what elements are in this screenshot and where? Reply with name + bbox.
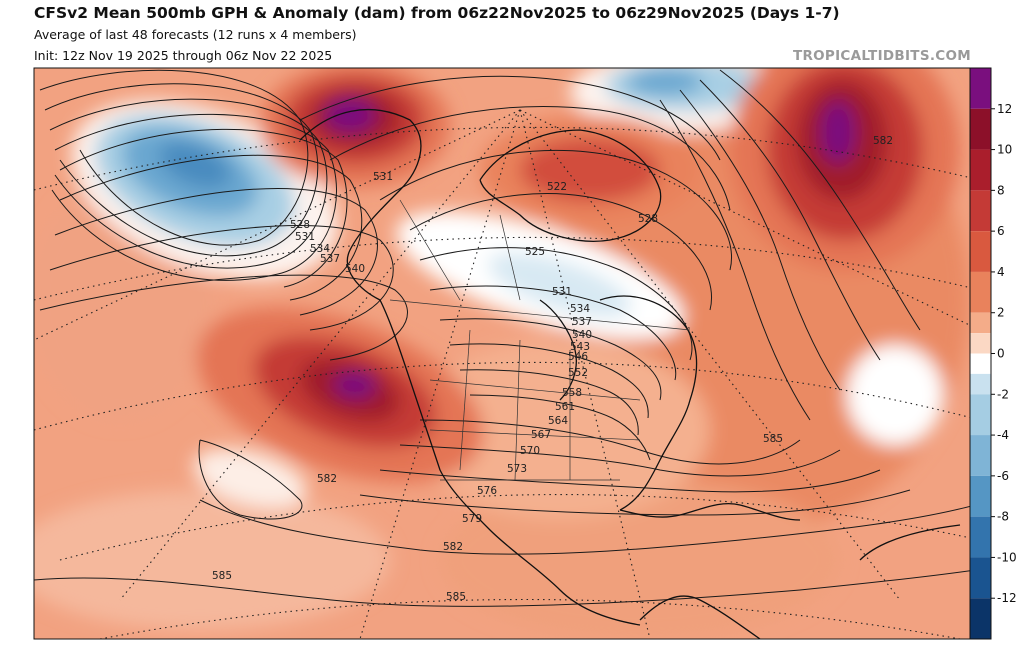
colorbar: 12 10 8 6 4 2 0 -2 -4 -6 -8 -10 -12 [969, 67, 1017, 640]
colorbar-tick-label: -2 [997, 387, 1009, 401]
contour-label: 528 [290, 219, 310, 231]
contour-label: 540 [345, 263, 365, 275]
contour-label: 585 [446, 591, 466, 603]
contour-label: 537 [572, 316, 592, 328]
contour-label: 543 [570, 341, 590, 353]
colorbar-swatch [970, 108, 991, 150]
contour-label: 525 [525, 246, 545, 258]
colorbar-tick-label: -12 [997, 591, 1017, 605]
colorbar-tick-label: 2 [997, 306, 1005, 320]
contour-label: 537 [320, 253, 340, 265]
colorbar-swatch [970, 333, 991, 354]
contour-label: 585 [212, 570, 232, 582]
contour-label: 534 [570, 303, 590, 315]
map-panel [34, 68, 970, 639]
contour-label: 528 [638, 213, 658, 225]
contour-label: 585 [763, 433, 783, 445]
contour-label: 564 [548, 415, 568, 427]
political-borders [389, 199, 691, 481]
colorbar-swatch [970, 516, 991, 558]
contour-label: 561 [555, 401, 575, 413]
contour-label: 531 [552, 286, 572, 298]
colorbar-tick-label: 10 [997, 143, 1012, 157]
colorbar-swatch [970, 149, 991, 191]
colorbar-tick-label: -10 [997, 550, 1017, 564]
colorbar-tick-label: 8 [997, 183, 1005, 197]
colorbar-swatch [970, 373, 991, 395]
colorbar-swatch [970, 271, 991, 313]
colorbar-tick-label: -4 [997, 428, 1009, 442]
contour-label: 522 [547, 181, 567, 193]
contour-label: 582 [317, 473, 337, 485]
chart-subtitle: Average of last 48 forecasts (12 runs x … [34, 27, 357, 42]
contour-label: 582 [443, 541, 463, 553]
colorbar-tick-label: 0 [997, 347, 1005, 361]
contour-label: 531 [295, 231, 315, 243]
contour-label: 567 [531, 429, 551, 441]
colorbar-tick-label: 12 [997, 102, 1012, 116]
height-contours [34, 69, 970, 607]
contour-label: 540 [572, 329, 592, 341]
contour-label: 582 [873, 135, 893, 147]
colorbar-swatch [970, 190, 991, 232]
colorbar-swatch [970, 353, 991, 374]
colorbar-tick-label: 6 [997, 224, 1005, 238]
colorbar-swatch [970, 598, 991, 639]
contour-label: 579 [462, 513, 482, 525]
graticule [34, 109, 970, 639]
coastlines [299, 108, 961, 639]
colorbar-swatch [970, 231, 991, 272]
colorbar-tick-label: -6 [997, 469, 1009, 483]
contour-label: 570 [520, 445, 540, 457]
contour-label: 576 [477, 485, 497, 497]
colorbar-tick-label: -8 [997, 510, 1009, 524]
init-time-label: Init: 12z Nov 19 2025 through 06z Nov 22… [34, 48, 333, 63]
contour-labels: 5315285315345375405255225285315345375405… [212, 135, 893, 603]
contour-label: 531 [373, 171, 393, 183]
colorbar-swatch [970, 557, 991, 599]
brand-watermark: TROPICALTIDBITS.COM [792, 48, 971, 64]
chart-title: CFSv2 Mean 500mb GPH & Anomaly (dam) fro… [34, 4, 840, 22]
contour-label: 558 [562, 387, 582, 399]
colorbar-swatch [970, 68, 991, 109]
contour-label: 573 [507, 463, 527, 475]
colorbar-swatch [970, 435, 991, 476]
contour-label: 534 [310, 243, 330, 255]
colorbar-swatch [970, 475, 991, 517]
colorbar-swatch [970, 312, 991, 334]
contour-label: 546 [568, 351, 588, 363]
colorbar-tick-label: 4 [997, 265, 1005, 279]
colorbar-swatch [970, 394, 991, 436]
contour-label: 552 [568, 367, 588, 379]
